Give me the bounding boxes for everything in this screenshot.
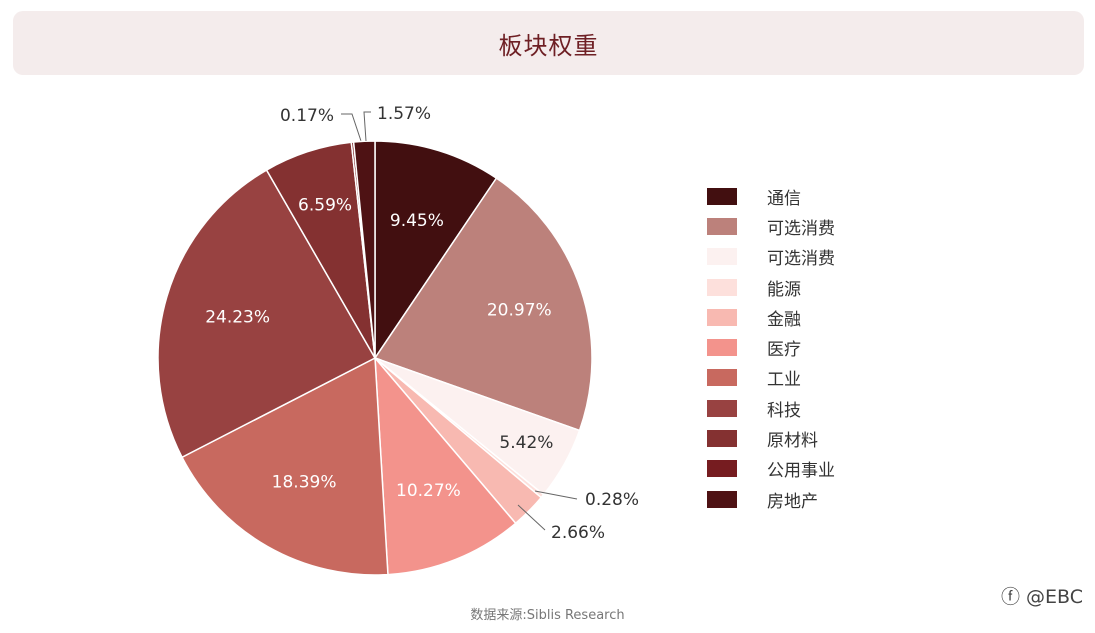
- legend-label: 工业: [767, 370, 801, 391]
- data-label: 2.66%: [551, 523, 605, 543]
- watermark-icon: ⓕ: [1000, 586, 1020, 608]
- legend-swatch: [707, 217, 737, 235]
- data-label: 5.42%: [499, 433, 553, 453]
- legend-swatch: [707, 490, 737, 508]
- legend-label: 医疗: [767, 340, 801, 361]
- legend-item: 可选消费: [707, 242, 835, 272]
- legend: 通信 可选消费 可选消费 能源 金融 医疗 工业 科技 原材料 公用事业 房地产: [707, 181, 835, 514]
- legend-label: 能源: [767, 279, 801, 300]
- legend-item: 能源: [707, 272, 835, 302]
- legend-item: 可选消费: [707, 211, 835, 241]
- legend-label: 房地产: [767, 491, 818, 512]
- legend-label: 金融: [767, 309, 801, 330]
- pie-slice: [374, 355, 517, 576]
- legend-item: 金融: [707, 302, 835, 332]
- data-label: 9.45%: [390, 211, 444, 231]
- data-label: 18.39%: [272, 472, 337, 492]
- legend-label: 科技: [767, 400, 801, 421]
- legend-item: 房地产: [707, 484, 835, 514]
- legend-item: 科技: [707, 393, 835, 423]
- legend-swatch: [707, 187, 737, 205]
- legend-label: 可选消费: [767, 249, 835, 270]
- chart-title: 板块权重: [498, 31, 599, 60]
- legend-swatch: [707, 460, 737, 478]
- legend-label: 公用事业: [767, 461, 835, 482]
- pie-slice: [374, 140, 498, 361]
- title-bar: 板块权重: [13, 11, 1084, 75]
- leader-line: [534, 490, 578, 500]
- legend-swatch: [707, 308, 737, 326]
- source-note: 数据来源:Siblis Research: [470, 608, 625, 623]
- data-label: 10.27%: [396, 481, 461, 501]
- legend-label: 原材料: [767, 431, 818, 452]
- pie-slice: [181, 356, 389, 576]
- legend-item: 原材料: [707, 423, 835, 453]
- legend-item: 通信: [707, 181, 835, 211]
- legend-item: 工业: [707, 363, 835, 393]
- legend-label: 通信: [767, 188, 801, 209]
- leader-line: [341, 113, 362, 142]
- data-label: 24.23%: [205, 308, 270, 328]
- data-label: 20.97%: [487, 300, 552, 320]
- pie-slice: [157, 169, 377, 459]
- pie-slice: [352, 140, 376, 359]
- data-label: 1.57%: [377, 104, 431, 124]
- leader-line: [517, 504, 546, 531]
- legend-swatch: [707, 278, 737, 296]
- legend-item: 医疗: [707, 332, 835, 362]
- legend-label: 可选消费: [767, 218, 835, 239]
- data-label: 0.28%: [585, 490, 639, 510]
- legend-swatch: [707, 369, 737, 387]
- leader-line: [363, 111, 371, 142]
- legend-swatch: [707, 399, 737, 417]
- pie-slice: [373, 177, 593, 432]
- legend-swatch: [707, 430, 737, 448]
- watermark: ⓕ @EBC: [1001, 582, 1083, 609]
- legend-swatch: [707, 339, 737, 357]
- legend-item: 公用事业: [707, 454, 835, 484]
- data-label: 6.59%: [298, 195, 352, 215]
- legend-swatch: [707, 248, 737, 266]
- watermark-text: @EBC: [1026, 586, 1083, 608]
- data-label: 0.17%: [280, 106, 334, 126]
